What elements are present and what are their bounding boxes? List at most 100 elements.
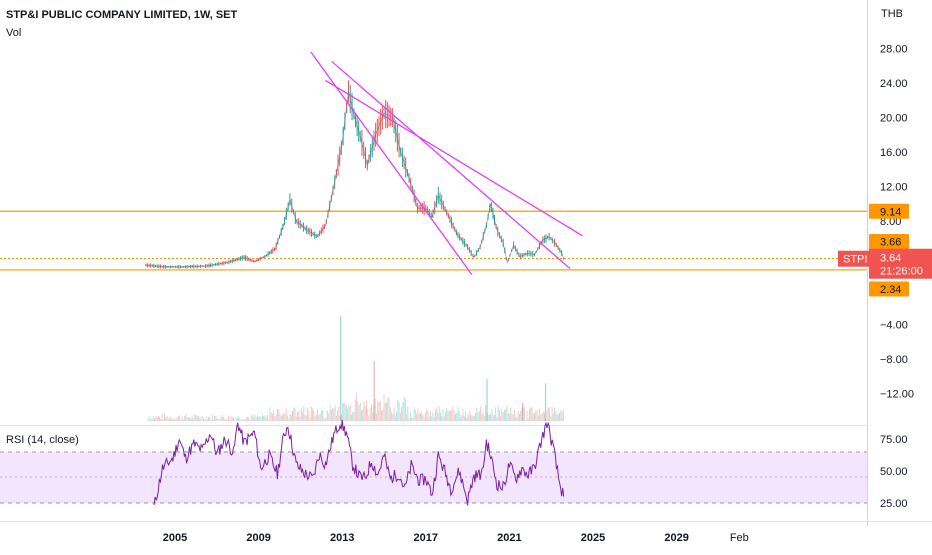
volume-bar bbox=[259, 416, 261, 421]
volume-bar bbox=[206, 419, 208, 421]
volume-bar bbox=[386, 402, 387, 421]
volume-bar bbox=[300, 408, 302, 421]
volume-bar bbox=[414, 410, 416, 421]
volume-bar bbox=[451, 410, 453, 421]
volume-bar bbox=[299, 416, 301, 421]
volume-bar bbox=[245, 417, 247, 421]
volume-bar bbox=[317, 408, 319, 421]
symbol-tag-text: STPI bbox=[843, 254, 867, 266]
volume-bar bbox=[289, 414, 291, 421]
volume-bar bbox=[184, 415, 186, 421]
volume-bar bbox=[172, 417, 174, 421]
volume-bar bbox=[195, 414, 197, 421]
volume-bar bbox=[467, 414, 469, 421]
volume-bar bbox=[150, 417, 152, 421]
volume-bar bbox=[313, 410, 315, 421]
volume-bar bbox=[167, 418, 169, 421]
volume-bar bbox=[302, 412, 303, 421]
volume-bar bbox=[531, 407, 533, 421]
volume-bar bbox=[407, 406, 409, 421]
volume-bar bbox=[224, 418, 226, 421]
volume-bar bbox=[541, 413, 543, 421]
volume-bar bbox=[210, 419, 212, 421]
time-tick-label: 2009 bbox=[246, 532, 270, 544]
volume-bar bbox=[166, 415, 168, 421]
volume-bar bbox=[457, 407, 459, 421]
price-level-tag-text: 2.34 bbox=[880, 284, 901, 296]
volume-bar bbox=[328, 413, 330, 421]
volume-bar bbox=[303, 406, 305, 421]
volume-bar bbox=[256, 415, 258, 421]
volume-bar bbox=[270, 412, 272, 421]
volume-bar bbox=[448, 411, 450, 421]
volume-bar bbox=[238, 415, 240, 421]
volume-bar bbox=[216, 418, 218, 421]
volume-bar bbox=[324, 417, 326, 421]
volume-bar bbox=[460, 417, 461, 421]
volume-bar bbox=[453, 410, 455, 421]
volume-bar bbox=[418, 412, 420, 421]
volume-bar bbox=[421, 411, 423, 421]
volume-bar bbox=[308, 410, 310, 421]
volume-bar bbox=[345, 405, 347, 421]
time-tick-label: 2013 bbox=[330, 532, 354, 544]
volume-bar bbox=[248, 416, 250, 421]
volume-bar bbox=[493, 414, 495, 421]
price-tick-label: −12.00 bbox=[880, 389, 914, 401]
volume-bar bbox=[442, 409, 444, 421]
volume-bar bbox=[162, 419, 164, 421]
volume-bar bbox=[417, 408, 419, 421]
symbol-tag bbox=[838, 250, 869, 267]
volume-bar bbox=[429, 411, 431, 421]
volume-bar bbox=[199, 418, 201, 421]
time-tick-label: 2029 bbox=[664, 532, 688, 544]
price-tick-label: 20.00 bbox=[880, 113, 908, 125]
volume-bar bbox=[412, 418, 414, 421]
volume-bar bbox=[436, 408, 438, 421]
volume-bar bbox=[186, 417, 188, 421]
volume-bar bbox=[470, 414, 472, 421]
volume-bar bbox=[388, 397, 390, 421]
volume-bar bbox=[192, 418, 194, 421]
volume-bar bbox=[265, 416, 267, 421]
volume-bar bbox=[334, 405, 336, 421]
volume-bar bbox=[344, 403, 346, 421]
volume-bar bbox=[251, 414, 253, 421]
volume-bar bbox=[347, 408, 349, 421]
volume-bar bbox=[472, 416, 474, 421]
volume-bar bbox=[517, 411, 519, 421]
volume-bar bbox=[516, 416, 518, 421]
volume-spike bbox=[521, 403, 524, 421]
volume-bar bbox=[273, 410, 275, 421]
volume-bar bbox=[358, 405, 360, 421]
volume-bar bbox=[393, 407, 395, 421]
volume-bar bbox=[228, 415, 229, 421]
volume-bar bbox=[154, 418, 155, 421]
rsi-tick-label: 75.00 bbox=[880, 434, 908, 446]
volume-bar bbox=[383, 394, 385, 421]
volume-bar bbox=[279, 413, 281, 421]
volume-spike bbox=[340, 316, 342, 421]
volume-bar bbox=[423, 417, 425, 421]
price-tick-label: 16.00 bbox=[880, 147, 908, 159]
volume-bar bbox=[545, 418, 547, 421]
volume-bar bbox=[276, 409, 278, 421]
price-level-tag bbox=[869, 203, 909, 219]
volume-bar bbox=[221, 414, 223, 421]
volume-bar bbox=[487, 414, 489, 421]
volume-bar bbox=[527, 418, 529, 421]
volume-bar bbox=[374, 398, 376, 421]
volume-bar bbox=[560, 409, 562, 421]
volume-bar bbox=[355, 393, 357, 421]
volume-bar bbox=[486, 412, 488, 421]
volume-bar bbox=[287, 415, 288, 421]
volume-bar bbox=[223, 417, 224, 421]
volume-bar bbox=[535, 411, 537, 421]
volume-bar bbox=[369, 408, 371, 421]
volume-bar bbox=[309, 418, 311, 421]
volume-bar bbox=[190, 418, 192, 421]
trendline bbox=[331, 60, 571, 270]
volume-bar bbox=[295, 416, 297, 421]
